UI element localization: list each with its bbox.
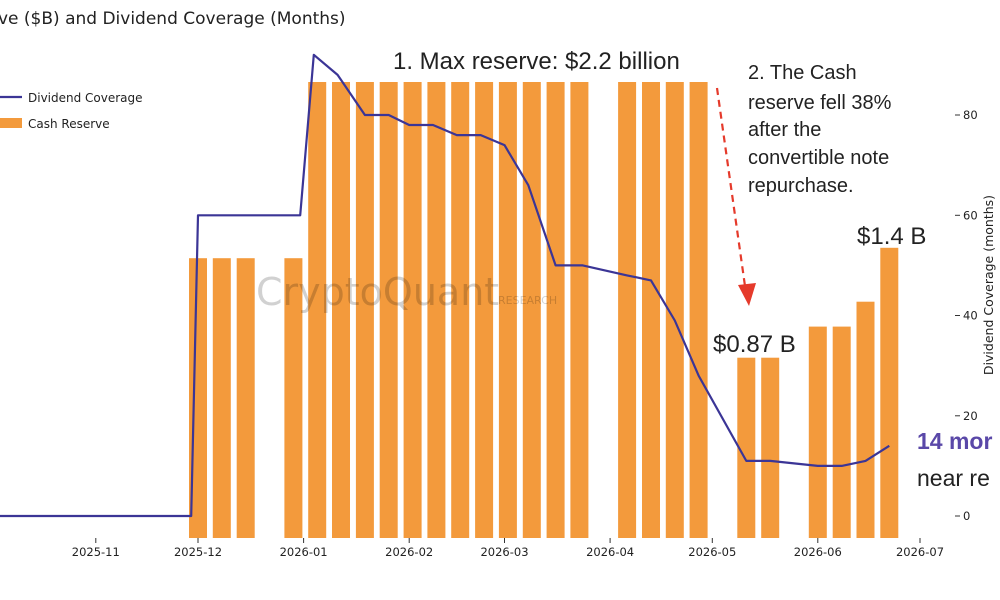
cash-reserve-bar-10 xyxy=(451,82,470,538)
x-tick-label-1: 2025-11 xyxy=(72,545,120,559)
legend-label-dividend-coverage: Dividend Coverage xyxy=(28,91,143,105)
cash-reserve-bar-6 xyxy=(355,82,374,538)
annotation-cash-fell-line-3: after the xyxy=(748,119,821,141)
cash-reserve-bar-11 xyxy=(475,82,494,538)
y-axis-right: 0 20 40 60 80 xyxy=(955,108,978,523)
cash-reserve-bar-1 xyxy=(212,258,231,538)
y-tick-label-0: 0 xyxy=(963,509,970,523)
dividend-coverage-line xyxy=(0,53,890,518)
annotation-low-reserve: $0.87 B xyxy=(713,331,796,358)
chart-title: ve ($B) and Dividend Coverage (Months) xyxy=(0,9,346,29)
cash-reserve-bar-24 xyxy=(856,301,875,538)
y-tick-label-2: 40 xyxy=(963,309,978,323)
cash-reserve-bar-17 xyxy=(642,82,660,538)
watermark-main: CryptoQuant xyxy=(256,270,499,314)
y-tick-label-4: 80 xyxy=(963,108,978,122)
annotation-cash-fell-line-1: 2. The Cash xyxy=(748,62,857,84)
cash-reserve-bar-19 xyxy=(689,82,708,538)
x-tick-label-4: 2026-02 xyxy=(385,545,433,559)
x-tick-label-3: 2026-01 xyxy=(280,545,328,559)
cash-reserve-bar-21 xyxy=(761,357,780,538)
x-tick-label-2: 2025-12 xyxy=(174,545,222,559)
x-tick-label-5: 2026-03 xyxy=(480,545,528,559)
cash-reserve-bar-13 xyxy=(522,82,541,538)
cash-reserve-bar-8 xyxy=(403,82,422,538)
cash-reserve-bar-2 xyxy=(236,258,255,538)
annotation-max-reserve: 1. Max reserve: $2.2 billion xyxy=(393,48,680,75)
y-tick-label-3: 60 xyxy=(963,208,978,222)
legend-bar-swatch xyxy=(0,118,22,128)
x-axis: 102025-112025-122026-012026-022026-03202… xyxy=(72,538,944,559)
cash-reserve-bar-23 xyxy=(832,326,851,538)
cash-reserve-bar-25 xyxy=(880,247,899,539)
cash-reserve-bar-3 xyxy=(284,258,303,538)
cash-reserve-bar-12 xyxy=(498,82,517,538)
x-tick-label-6: 2026-04 xyxy=(586,545,634,559)
annotation-cash-fell-line-2: reserve fell 38% xyxy=(748,92,892,114)
cash-reserve-bar-4 xyxy=(308,82,327,538)
cash-reserve-bar-0 xyxy=(189,258,207,538)
x-tick-label-9: 2026-07 xyxy=(896,545,944,559)
annotation-cash-fell-line-4: convertible note xyxy=(748,147,889,169)
annotation-high-reserve: $1.4 B xyxy=(857,223,926,250)
watermark: CryptoQuant RESEARCH xyxy=(256,270,557,314)
cash-reserve-bars xyxy=(189,82,899,539)
x-tick-label-7: 2026-05 xyxy=(688,545,736,559)
annotation-coverage-near: near re xyxy=(917,465,990,491)
legend: Dividend Coverage Cash Reserve xyxy=(0,91,143,131)
y-tick-label-1: 20 xyxy=(963,409,978,423)
cash-reserve-bar-15 xyxy=(570,82,589,538)
cash-reserve-bar-18 xyxy=(665,82,684,538)
cash-reserve-bar-16 xyxy=(618,82,637,538)
cash-reserve-bar-20 xyxy=(737,357,756,538)
watermark-sub: RESEARCH xyxy=(498,294,557,307)
x-tick-label-8: 2026-06 xyxy=(794,545,842,559)
annotation-cash-fell: 2. The Cash reserve fell 38% after the c… xyxy=(748,62,892,197)
cash-reserve-bar-14 xyxy=(546,82,565,538)
y-axis-label: Dividend Coverage (months) xyxy=(981,195,996,375)
cash-reserve-bar-22 xyxy=(808,326,827,538)
annotation-cash-fell-line-5: repurchase. xyxy=(748,175,854,197)
cash-reserve-bar-5 xyxy=(332,82,350,538)
cash-reserve-bar-9 xyxy=(427,82,446,538)
legend-label-cash-reserve: Cash Reserve xyxy=(28,117,110,131)
drop-arrow xyxy=(715,87,756,306)
cash-reserve-bar-7 xyxy=(379,82,398,538)
annotation-coverage-months: 14 mor xyxy=(917,428,992,454)
